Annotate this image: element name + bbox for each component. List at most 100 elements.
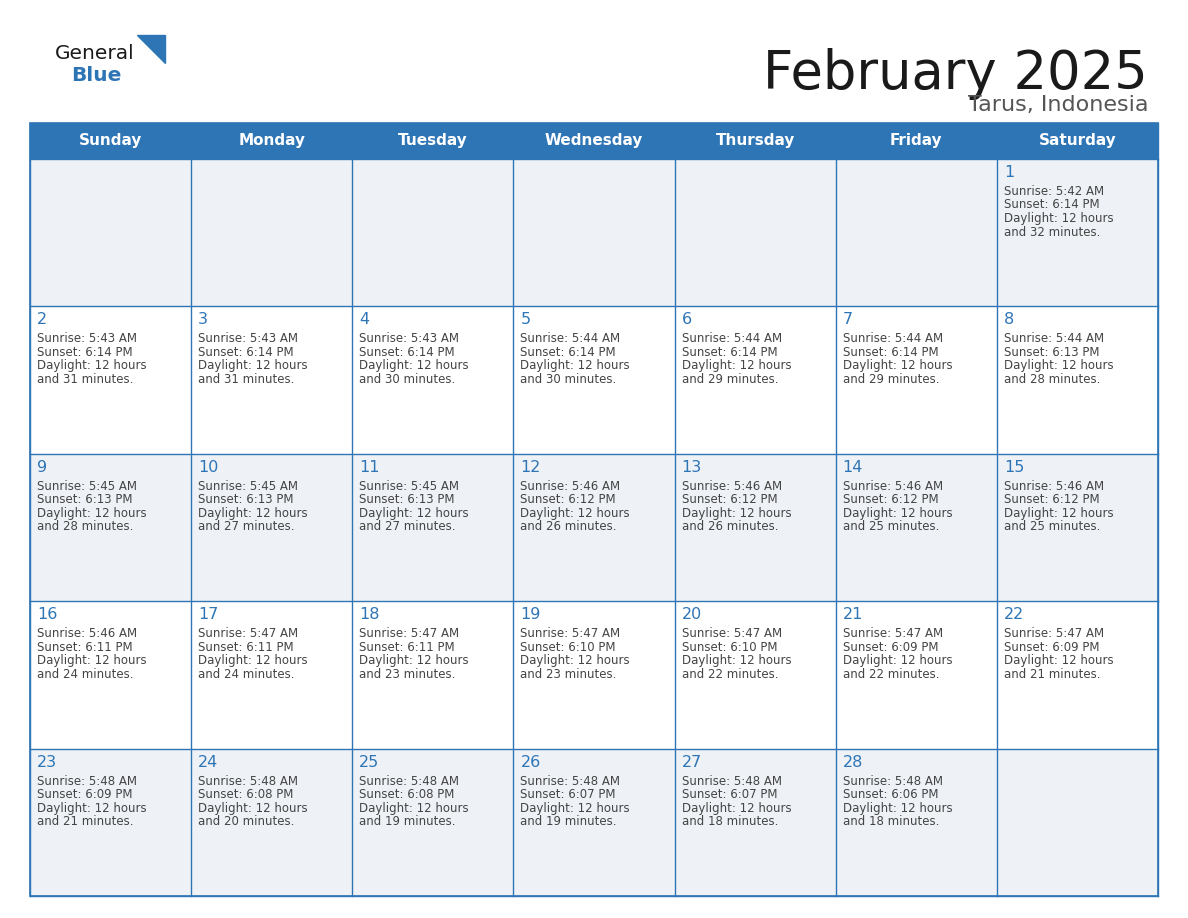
- Text: 22: 22: [1004, 607, 1024, 622]
- Text: 7: 7: [842, 312, 853, 328]
- Text: 23: 23: [37, 755, 57, 769]
- Text: Sunset: 6:07 PM: Sunset: 6:07 PM: [520, 788, 615, 801]
- Bar: [30, 123, 1158, 159]
- Text: Sunset: 6:10 PM: Sunset: 6:10 PM: [682, 641, 777, 654]
- Text: Thursday: Thursday: [715, 133, 795, 149]
- Text: Saturday: Saturday: [1038, 133, 1117, 149]
- Text: Sunset: 6:10 PM: Sunset: 6:10 PM: [520, 641, 615, 654]
- Text: 28: 28: [842, 755, 864, 769]
- Text: Tuesday: Tuesday: [398, 133, 468, 149]
- Text: Sunset: 6:14 PM: Sunset: 6:14 PM: [682, 346, 777, 359]
- Text: Sunset: 6:11 PM: Sunset: 6:11 PM: [359, 641, 455, 654]
- Text: and 25 minutes.: and 25 minutes.: [842, 521, 939, 533]
- Text: Sunset: 6:09 PM: Sunset: 6:09 PM: [842, 641, 939, 654]
- Text: Sunrise: 5:43 AM: Sunrise: 5:43 AM: [359, 332, 460, 345]
- Text: Sunrise: 5:47 AM: Sunrise: 5:47 AM: [682, 627, 782, 640]
- Text: Daylight: 12 hours: Daylight: 12 hours: [682, 507, 791, 520]
- Text: Sunset: 6:12 PM: Sunset: 6:12 PM: [520, 493, 617, 507]
- Text: Sunrise: 5:45 AM: Sunrise: 5:45 AM: [359, 480, 460, 493]
- Text: Sunrise: 5:48 AM: Sunrise: 5:48 AM: [682, 775, 782, 788]
- Text: 5: 5: [520, 312, 531, 328]
- Polygon shape: [137, 35, 165, 63]
- Text: Daylight: 12 hours: Daylight: 12 hours: [842, 360, 953, 373]
- Text: Sunset: 6:14 PM: Sunset: 6:14 PM: [1004, 198, 1099, 211]
- Text: Daylight: 12 hours: Daylight: 12 hours: [682, 360, 791, 373]
- Text: and 23 minutes.: and 23 minutes.: [359, 667, 456, 681]
- Text: Daylight: 12 hours: Daylight: 12 hours: [359, 507, 469, 520]
- Text: and 25 minutes.: and 25 minutes.: [1004, 521, 1100, 533]
- Text: Sunrise: 5:48 AM: Sunrise: 5:48 AM: [520, 775, 620, 788]
- Text: Sunrise: 5:48 AM: Sunrise: 5:48 AM: [37, 775, 137, 788]
- Text: General: General: [55, 44, 134, 63]
- Text: Sunset: 6:08 PM: Sunset: 6:08 PM: [359, 788, 455, 801]
- Text: Daylight: 12 hours: Daylight: 12 hours: [359, 360, 469, 373]
- Text: and 30 minutes.: and 30 minutes.: [520, 373, 617, 386]
- Text: Sunrise: 5:43 AM: Sunrise: 5:43 AM: [198, 332, 298, 345]
- Text: Sunrise: 5:42 AM: Sunrise: 5:42 AM: [1004, 185, 1104, 198]
- Text: Sunset: 6:07 PM: Sunset: 6:07 PM: [682, 788, 777, 801]
- Text: Sunset: 6:14 PM: Sunset: 6:14 PM: [520, 346, 617, 359]
- Text: 6: 6: [682, 312, 691, 328]
- Text: and 26 minutes.: and 26 minutes.: [682, 521, 778, 533]
- Text: and 29 minutes.: and 29 minutes.: [842, 373, 940, 386]
- Text: Sunrise: 5:47 AM: Sunrise: 5:47 AM: [842, 627, 943, 640]
- Text: 9: 9: [37, 460, 48, 475]
- Text: and 18 minutes.: and 18 minutes.: [682, 815, 778, 828]
- Text: and 20 minutes.: and 20 minutes.: [198, 815, 295, 828]
- Text: 21: 21: [842, 607, 864, 622]
- Text: Sunset: 6:14 PM: Sunset: 6:14 PM: [842, 346, 939, 359]
- Bar: [30, 123, 1158, 896]
- Text: Sunrise: 5:44 AM: Sunrise: 5:44 AM: [1004, 332, 1104, 345]
- Text: Daylight: 12 hours: Daylight: 12 hours: [37, 507, 146, 520]
- Text: and 21 minutes.: and 21 minutes.: [1004, 667, 1100, 681]
- Text: Sunrise: 5:45 AM: Sunrise: 5:45 AM: [198, 480, 298, 493]
- Text: 15: 15: [1004, 460, 1024, 475]
- Bar: [30, 453, 1158, 601]
- Text: Sunset: 6:12 PM: Sunset: 6:12 PM: [682, 493, 777, 507]
- Text: Sunset: 6:11 PM: Sunset: 6:11 PM: [198, 641, 293, 654]
- Text: Sunrise: 5:47 AM: Sunrise: 5:47 AM: [520, 627, 620, 640]
- Text: and 27 minutes.: and 27 minutes.: [198, 521, 295, 533]
- Text: Daylight: 12 hours: Daylight: 12 hours: [842, 655, 953, 667]
- Text: 12: 12: [520, 460, 541, 475]
- Text: 3: 3: [198, 312, 208, 328]
- Text: and 31 minutes.: and 31 minutes.: [37, 373, 133, 386]
- Text: Daylight: 12 hours: Daylight: 12 hours: [842, 507, 953, 520]
- Text: Sunrise: 5:46 AM: Sunrise: 5:46 AM: [520, 480, 620, 493]
- Text: 2: 2: [37, 312, 48, 328]
- Text: Daylight: 12 hours: Daylight: 12 hours: [842, 801, 953, 814]
- Text: Sunset: 6:13 PM: Sunset: 6:13 PM: [37, 493, 133, 507]
- Bar: [30, 601, 1158, 748]
- Text: Daylight: 12 hours: Daylight: 12 hours: [1004, 212, 1113, 225]
- Text: and 32 minutes.: and 32 minutes.: [1004, 226, 1100, 239]
- Text: and 22 minutes.: and 22 minutes.: [842, 667, 940, 681]
- Text: Sunset: 6:06 PM: Sunset: 6:06 PM: [842, 788, 939, 801]
- Text: and 24 minutes.: and 24 minutes.: [198, 667, 295, 681]
- Text: Sunrise: 5:46 AM: Sunrise: 5:46 AM: [37, 627, 137, 640]
- Text: Sunrise: 5:43 AM: Sunrise: 5:43 AM: [37, 332, 137, 345]
- Text: and 18 minutes.: and 18 minutes.: [842, 815, 939, 828]
- Text: Sunset: 6:14 PM: Sunset: 6:14 PM: [359, 346, 455, 359]
- Text: Sunrise: 5:47 AM: Sunrise: 5:47 AM: [1004, 627, 1104, 640]
- Text: Sunrise: 5:48 AM: Sunrise: 5:48 AM: [198, 775, 298, 788]
- Text: Daylight: 12 hours: Daylight: 12 hours: [1004, 655, 1113, 667]
- Text: Daylight: 12 hours: Daylight: 12 hours: [682, 655, 791, 667]
- Text: and 30 minutes.: and 30 minutes.: [359, 373, 455, 386]
- Text: and 29 minutes.: and 29 minutes.: [682, 373, 778, 386]
- Text: Wednesday: Wednesday: [545, 133, 643, 149]
- Text: 19: 19: [520, 607, 541, 622]
- Text: Sunset: 6:12 PM: Sunset: 6:12 PM: [842, 493, 939, 507]
- Text: Blue: Blue: [71, 66, 121, 85]
- Text: Monday: Monday: [239, 133, 305, 149]
- Text: and 19 minutes.: and 19 minutes.: [520, 815, 617, 828]
- Text: and 23 minutes.: and 23 minutes.: [520, 667, 617, 681]
- Text: Sunset: 6:13 PM: Sunset: 6:13 PM: [359, 493, 455, 507]
- Text: 11: 11: [359, 460, 380, 475]
- Text: February 2025: February 2025: [763, 48, 1148, 100]
- Text: and 28 minutes.: and 28 minutes.: [37, 521, 133, 533]
- Text: and 19 minutes.: and 19 minutes.: [359, 815, 456, 828]
- Text: Daylight: 12 hours: Daylight: 12 hours: [1004, 507, 1113, 520]
- Text: Sunset: 6:11 PM: Sunset: 6:11 PM: [37, 641, 133, 654]
- Text: Daylight: 12 hours: Daylight: 12 hours: [198, 360, 308, 373]
- Text: Sunset: 6:14 PM: Sunset: 6:14 PM: [37, 346, 133, 359]
